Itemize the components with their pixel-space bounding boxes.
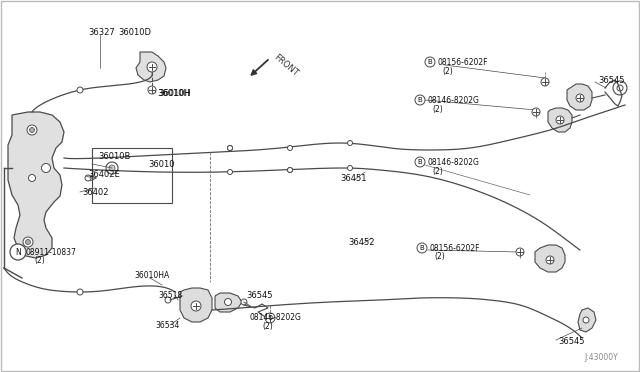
Circle shape xyxy=(348,166,353,170)
Circle shape xyxy=(29,128,35,132)
Circle shape xyxy=(27,125,37,135)
Text: FRONT: FRONT xyxy=(272,52,300,78)
Circle shape xyxy=(29,174,35,182)
Circle shape xyxy=(109,165,115,171)
Text: 36402E: 36402E xyxy=(88,170,120,179)
Text: 36010H: 36010H xyxy=(158,89,191,97)
Circle shape xyxy=(532,108,540,116)
Circle shape xyxy=(541,78,549,86)
Text: 08146-8202G: 08146-8202G xyxy=(428,157,480,167)
Text: B: B xyxy=(428,59,433,65)
Text: 36451: 36451 xyxy=(340,173,367,183)
Circle shape xyxy=(617,85,623,91)
Circle shape xyxy=(287,145,292,151)
Text: 36010D: 36010D xyxy=(118,28,151,36)
Text: 36010B: 36010B xyxy=(98,151,131,160)
Circle shape xyxy=(287,167,292,173)
Circle shape xyxy=(77,289,83,295)
Text: B: B xyxy=(420,245,424,251)
Text: 36327: 36327 xyxy=(88,28,115,36)
Text: 36534: 36534 xyxy=(155,321,179,330)
Text: (2): (2) xyxy=(434,253,445,262)
Text: (2): (2) xyxy=(432,167,443,176)
Polygon shape xyxy=(180,288,212,322)
Bar xyxy=(92,148,172,203)
Text: 08146-8202G: 08146-8202G xyxy=(428,96,480,105)
Text: 08156-6202F: 08156-6202F xyxy=(438,58,488,67)
Circle shape xyxy=(42,164,51,173)
Circle shape xyxy=(225,298,232,305)
Text: 36010HA: 36010HA xyxy=(134,270,169,279)
Polygon shape xyxy=(215,293,242,312)
Text: (2): (2) xyxy=(262,323,273,331)
Circle shape xyxy=(348,141,353,145)
Text: 36545: 36545 xyxy=(558,337,584,346)
Polygon shape xyxy=(535,245,565,272)
Circle shape xyxy=(147,62,157,72)
Text: (2): (2) xyxy=(442,67,452,76)
Text: 36545: 36545 xyxy=(246,292,273,301)
Text: 08156-6202F: 08156-6202F xyxy=(430,244,481,253)
Circle shape xyxy=(106,162,118,174)
Circle shape xyxy=(583,317,589,323)
Circle shape xyxy=(415,95,425,105)
Text: 36010: 36010 xyxy=(148,160,175,169)
Text: N: N xyxy=(15,247,21,257)
Circle shape xyxy=(576,94,584,102)
Circle shape xyxy=(227,145,232,151)
Circle shape xyxy=(165,297,171,303)
Text: (2): (2) xyxy=(34,257,45,266)
Circle shape xyxy=(415,157,425,167)
Text: B: B xyxy=(418,159,422,165)
Circle shape xyxy=(516,248,524,256)
Polygon shape xyxy=(548,108,572,132)
Text: J:43000Y: J:43000Y xyxy=(584,353,618,362)
Text: 36545: 36545 xyxy=(598,76,625,84)
Circle shape xyxy=(546,256,554,264)
Circle shape xyxy=(85,175,91,181)
Text: 36402: 36402 xyxy=(82,187,109,196)
Polygon shape xyxy=(136,52,166,82)
Circle shape xyxy=(265,313,275,323)
Circle shape xyxy=(425,57,435,67)
Polygon shape xyxy=(8,112,64,258)
Circle shape xyxy=(23,237,33,247)
Circle shape xyxy=(241,299,247,305)
Text: B: B xyxy=(418,97,422,103)
Circle shape xyxy=(287,167,292,173)
Text: (2): (2) xyxy=(432,105,443,113)
Text: 08146-8202G: 08146-8202G xyxy=(250,314,302,323)
Text: 36452: 36452 xyxy=(348,237,374,247)
Text: 08911-10837: 08911-10837 xyxy=(26,247,77,257)
Polygon shape xyxy=(567,84,592,110)
Circle shape xyxy=(26,240,31,244)
Circle shape xyxy=(556,116,564,124)
Circle shape xyxy=(191,301,201,311)
Polygon shape xyxy=(578,308,596,332)
Circle shape xyxy=(227,170,232,174)
Circle shape xyxy=(10,244,26,260)
Circle shape xyxy=(227,145,232,151)
Circle shape xyxy=(77,87,83,93)
Text: 36010H: 36010H xyxy=(157,89,190,97)
Text: 36518: 36518 xyxy=(158,291,182,299)
Circle shape xyxy=(148,86,156,94)
Circle shape xyxy=(417,243,427,253)
